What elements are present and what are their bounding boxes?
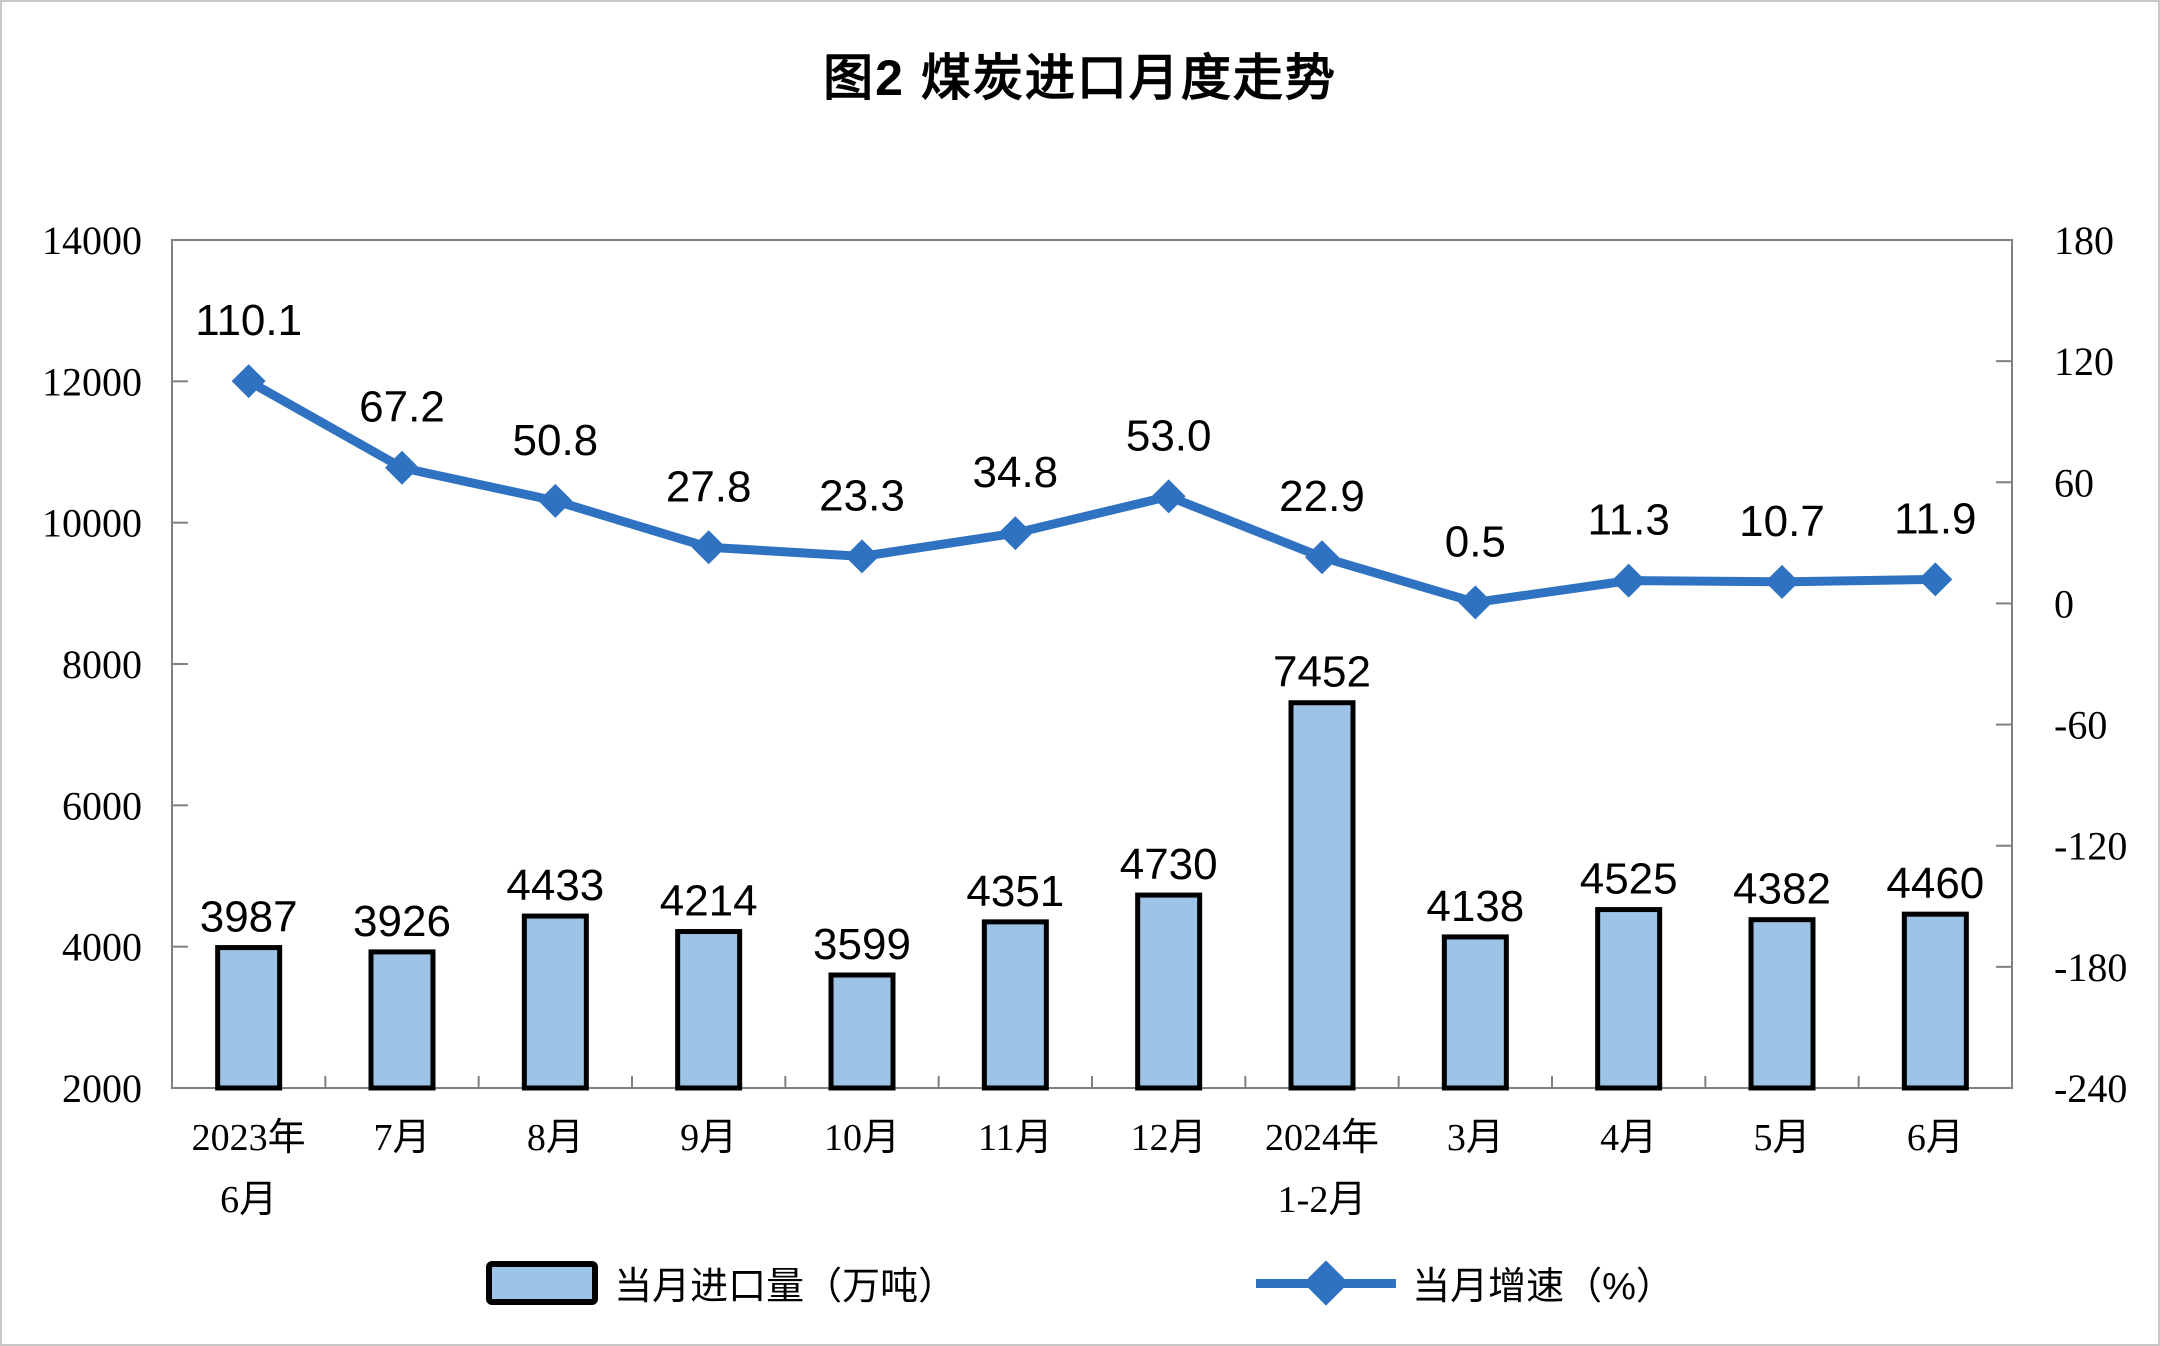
bar-value-label: 3987 xyxy=(200,893,298,942)
line-value-label: 34.8 xyxy=(973,448,1059,497)
x-axis-category-label: 8月 xyxy=(527,1117,584,1159)
y-axis-right-tick-label: -60 xyxy=(2054,703,2107,748)
bar xyxy=(981,919,1049,1091)
line-value-label: 22.9 xyxy=(1279,472,1365,521)
bar-value-label: 4214 xyxy=(660,877,758,926)
line-value-label: 11.9 xyxy=(1894,494,1976,543)
x-axis-category-label: 2023年 6月 xyxy=(192,1117,306,1221)
line-diamond-marker xyxy=(1151,479,1186,514)
line-value-label: 11.3 xyxy=(1587,496,1669,545)
line-diamond-marker xyxy=(1611,563,1646,598)
x-axis-category-label: 11月 xyxy=(978,1117,1053,1159)
line-diamond-marker xyxy=(538,483,573,518)
line-diamond-marker xyxy=(845,539,879,574)
x-axis-category-label: 2024年 1-2月 xyxy=(1265,1117,1379,1221)
bar-value-label: 3926 xyxy=(353,897,451,946)
chart-title: 图2 煤炭进口月度走势 xyxy=(823,50,1337,106)
line-diamond-marker xyxy=(1918,562,1953,597)
line-diamond-marker xyxy=(1458,585,1493,620)
line-value-label: 0.5 xyxy=(1445,517,1506,566)
line-diamond-marker xyxy=(385,450,419,485)
y-axis-right-tick-label: 60 xyxy=(2054,460,2094,505)
y-axis-left-tick-label: 10000 xyxy=(42,501,142,546)
line-value-label: 10.7 xyxy=(1739,497,1825,546)
bar-value-label: 3599 xyxy=(813,920,911,969)
y-axis-right-tick-label: 120 xyxy=(2054,339,2114,384)
line-value-label: 67.2 xyxy=(359,383,445,432)
bar xyxy=(828,972,896,1091)
line-value-label: 110.1 xyxy=(195,296,302,345)
y-axis-right-tick-label: -240 xyxy=(2054,1066,2127,1111)
line-diamond-marker xyxy=(1765,564,1799,599)
growth-rate-line xyxy=(244,376,1940,607)
chart-legend: 当月进口量（万吨） 当月增速（%） xyxy=(2,1255,2158,1310)
bar xyxy=(1748,917,1816,1091)
bar xyxy=(1288,700,1356,1091)
legend-diamond-marker-icon xyxy=(1303,1259,1349,1306)
line-diamond-marker xyxy=(691,530,726,565)
x-axis-category-label: 9月 xyxy=(680,1117,737,1159)
legend-label-growth-rate: 当月增速（%） xyxy=(1412,1266,1674,1308)
line-value-label: 27.8 xyxy=(666,462,752,511)
x-axis-category-label: 7月 xyxy=(373,1117,430,1159)
bar-value-label: 4351 xyxy=(966,867,1064,916)
line-value-label: 50.8 xyxy=(513,416,599,465)
y-axis-left-tick-label: 8000 xyxy=(62,642,142,687)
y-axis-left-tick-label: 4000 xyxy=(62,925,142,970)
y-axis-left-tick-label: 14000 xyxy=(42,218,142,263)
bar xyxy=(675,929,743,1091)
bar xyxy=(368,949,436,1091)
y-axis-right-tick-label: 180 xyxy=(2054,218,2114,263)
x-axis-category-label: 10月 xyxy=(824,1117,900,1159)
x-axis-category-label: 6月 xyxy=(1907,1117,1964,1159)
bar xyxy=(215,945,283,1091)
x-axis-category-label: 5月 xyxy=(1753,1117,1810,1159)
bar xyxy=(1135,892,1203,1091)
bar-value-label: 7452 xyxy=(1273,648,1371,697)
x-axis-category-label: 3月 xyxy=(1447,1117,1504,1159)
line-value-label: 23.3 xyxy=(819,471,905,520)
x-axis-category-label: 12月 xyxy=(1131,1117,1207,1159)
legend-item-import-volume: 当月进口量（万吨） xyxy=(486,1255,956,1310)
bar xyxy=(1595,907,1663,1091)
bar xyxy=(1901,911,1969,1091)
line-series-swatch-icon xyxy=(1256,1259,1397,1306)
legend-item-growth-rate: 当月增速（%） xyxy=(1256,1255,1674,1310)
line-diamond-marker xyxy=(1305,540,1339,575)
y-axis-left-tick-label: 6000 xyxy=(62,783,142,828)
y-axis-left-tick-label: 12000 xyxy=(42,359,142,404)
line-diamond-marker xyxy=(998,516,1033,551)
bar-value-label: 4138 xyxy=(1426,882,1524,931)
bar-value-label: 4433 xyxy=(506,861,604,910)
bar-series-swatch-icon xyxy=(486,1260,599,1305)
y-axis-right-tick-label: -120 xyxy=(2054,824,2127,869)
bar-value-label: 4382 xyxy=(1733,865,1831,914)
line-value-label: 53.0 xyxy=(1126,411,1212,460)
line-diamond-marker xyxy=(231,364,266,399)
bar-value-label: 4525 xyxy=(1580,855,1678,904)
bar xyxy=(1441,934,1509,1091)
bar xyxy=(521,913,589,1091)
bar-value-label: 4730 xyxy=(1120,840,1218,889)
plot-frame xyxy=(171,239,2013,1089)
x-axis-category-label: 4月 xyxy=(1600,1117,1657,1159)
y-axis-right-tick-label: -180 xyxy=(2054,945,2127,990)
bar-value-label: 4460 xyxy=(1886,859,1984,908)
y-axis-left-tick-label: 2000 xyxy=(62,1066,142,1111)
y-axis-right-tick-label: 0 xyxy=(2054,581,2074,626)
legend-label-import-volume: 当月进口量（万吨） xyxy=(614,1266,957,1308)
